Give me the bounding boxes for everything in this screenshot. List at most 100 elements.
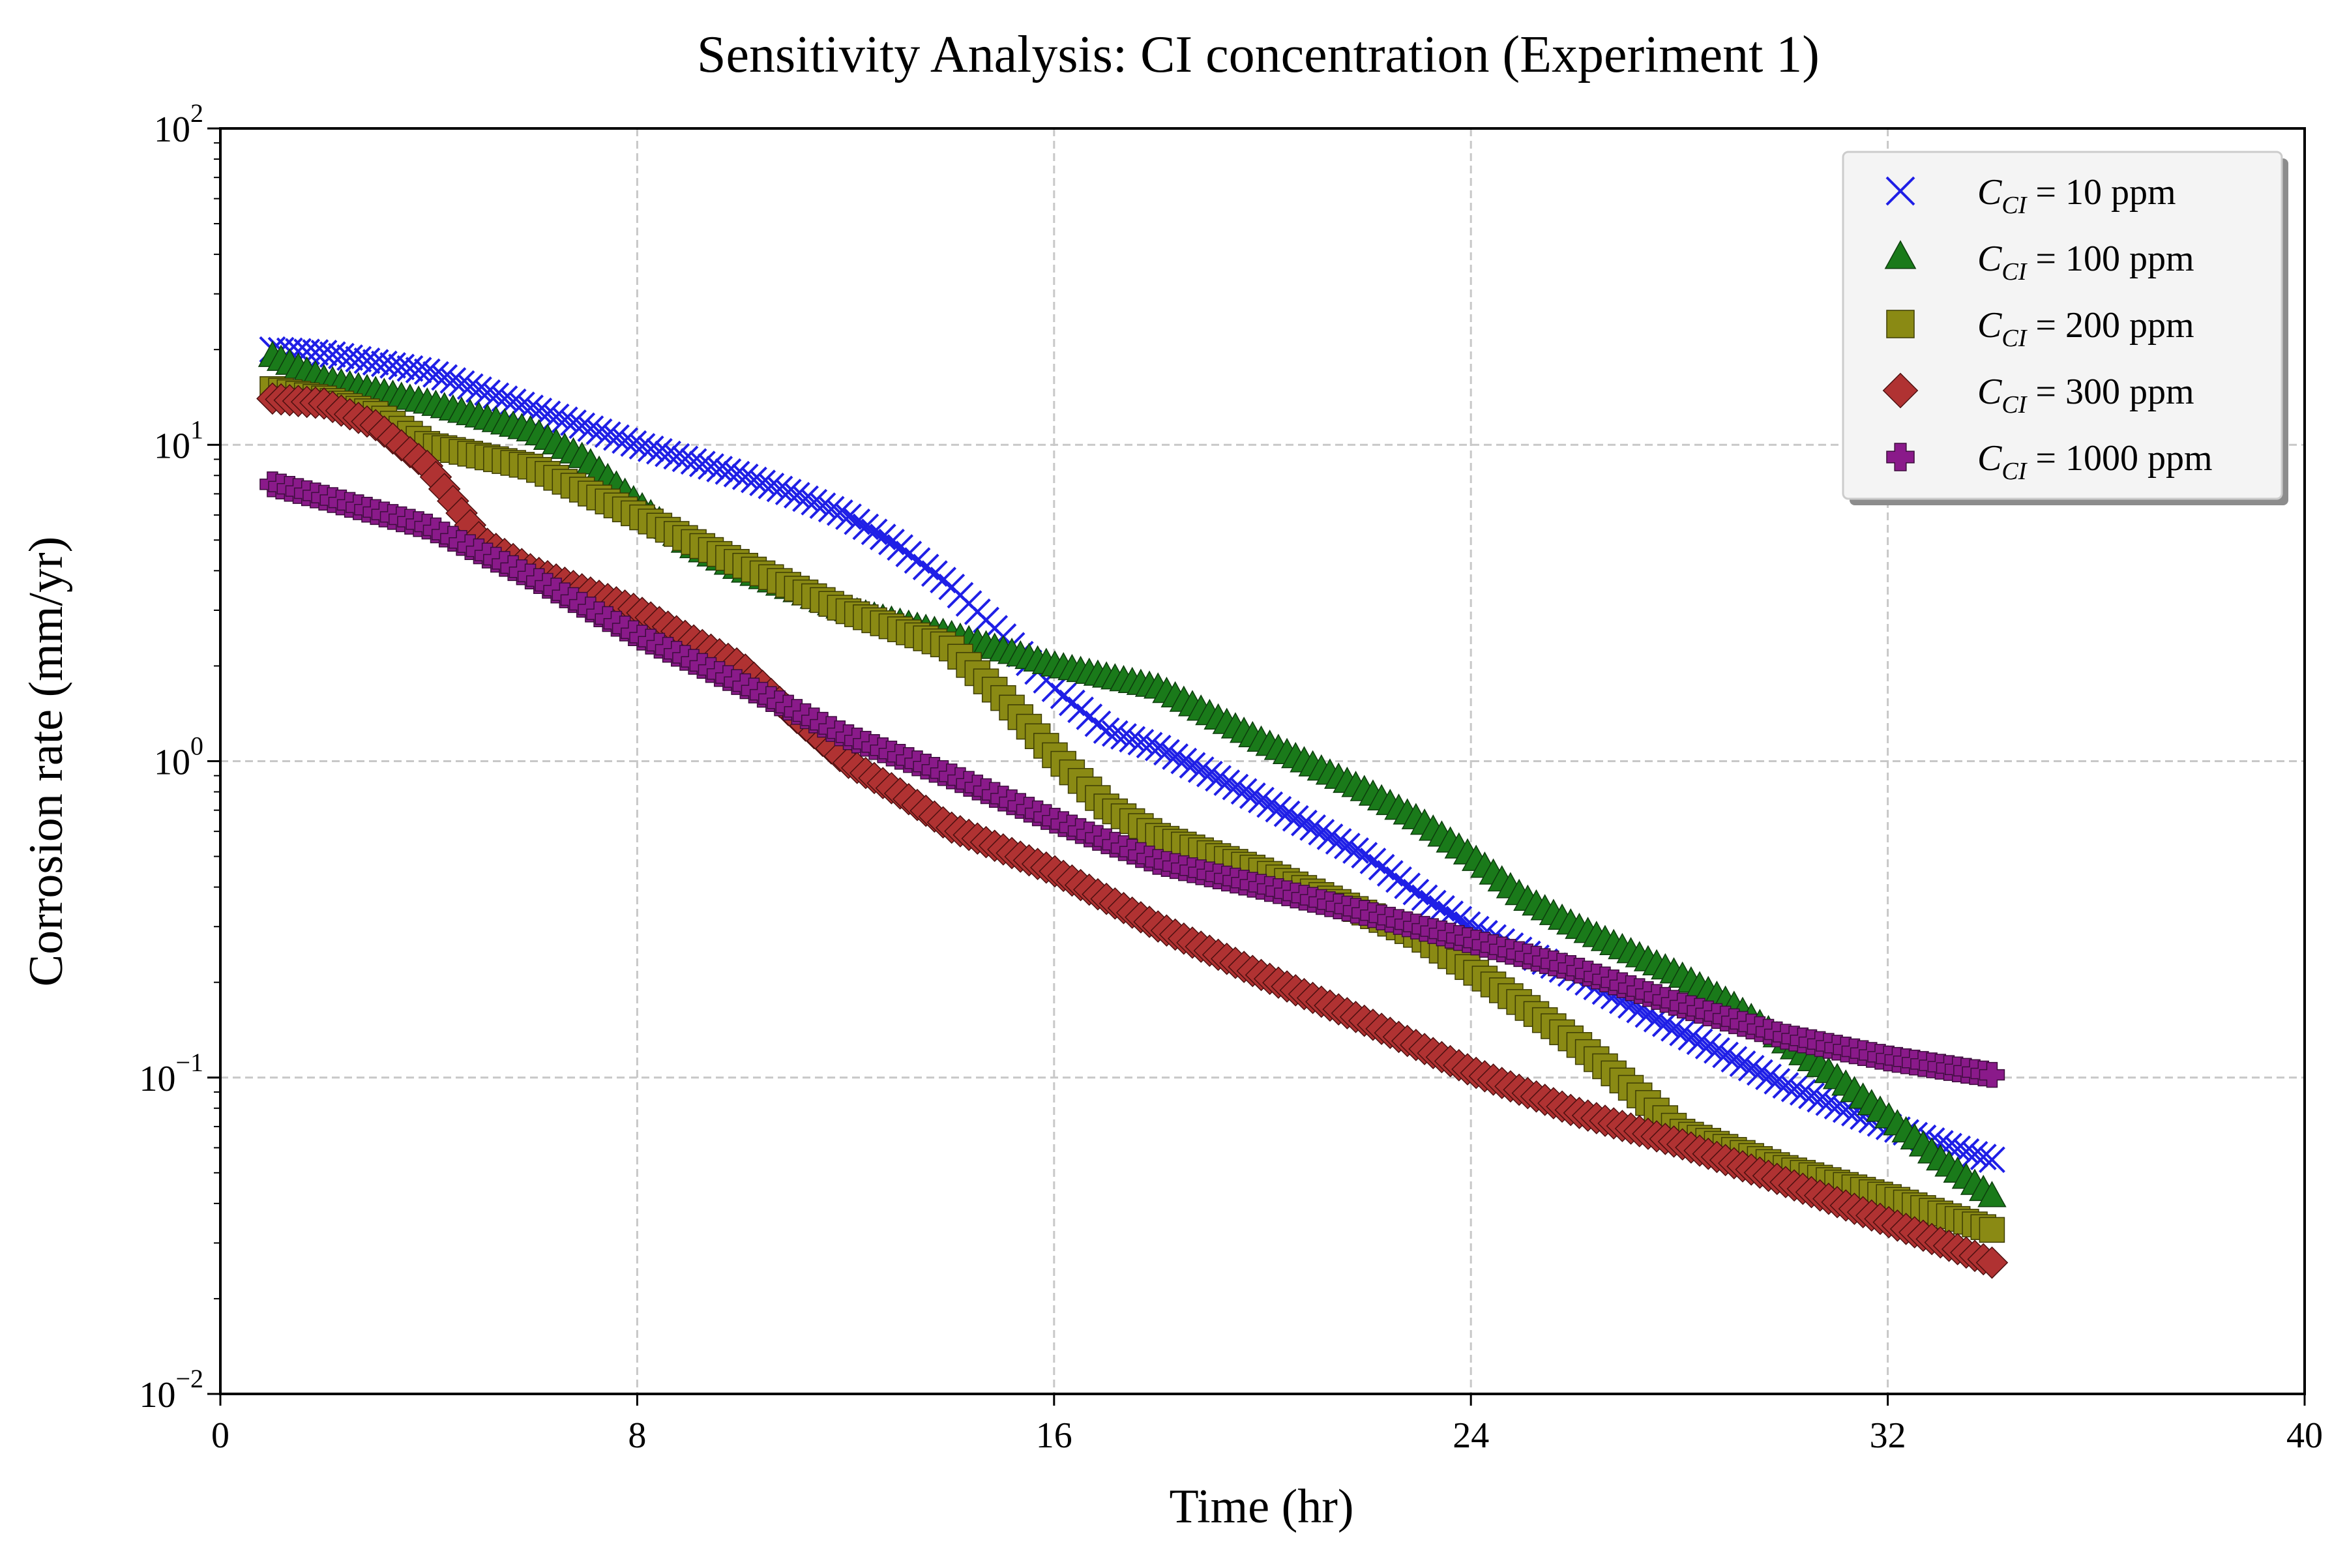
data-point (1411, 884, 1438, 911)
data-point (1661, 1014, 1687, 1042)
legend-label: CCI = 1000 ppm (1977, 438, 2213, 485)
data-point (1299, 814, 1327, 841)
data-point (826, 499, 853, 526)
data-point (1694, 1033, 1722, 1059)
x-tick-label: 16 (1036, 1415, 1072, 1456)
legend-entry: CCI = 10 ppm (1885, 172, 2176, 219)
data-point (577, 415, 604, 442)
data-point (1333, 833, 1361, 859)
data-point (741, 466, 767, 494)
data-point (852, 513, 879, 540)
legend-marker (1886, 443, 1915, 471)
axes-layer: 0 8 16 24 32 40 10−2 10−1 100 101 102 (139, 98, 2323, 1456)
chart-title: Sensitivity Analysis: CI concentration (… (697, 26, 1820, 83)
data-point (1737, 1054, 1765, 1082)
data-point (1798, 1082, 1825, 1110)
data-point (603, 424, 630, 451)
data-point (809, 492, 836, 520)
data-point (1230, 778, 1258, 805)
data-point (422, 361, 449, 388)
y-tick-label: 100 (154, 732, 203, 783)
data-point (1179, 752, 1206, 779)
data-point (388, 353, 415, 381)
legend-label: CCI = 100 ppm (1977, 239, 2194, 286)
data-point (1368, 853, 1395, 881)
data-point (1979, 1061, 2005, 1088)
data-point (1677, 1024, 1705, 1051)
data-layer (256, 336, 2009, 1279)
data-point (766, 475, 793, 503)
data-point (758, 472, 785, 499)
data-point (370, 350, 398, 377)
data-point (1712, 1041, 1739, 1069)
legend-label: CCI = 300 ppm (1977, 372, 2194, 419)
data-point (1419, 889, 1447, 917)
data-point (878, 528, 905, 555)
data-point (1170, 747, 1198, 775)
data-point (1704, 1037, 1730, 1064)
data-point (698, 453, 724, 480)
x-tick-label: 0 (211, 1415, 229, 1456)
data-point (628, 433, 656, 460)
legend-marker (1882, 372, 1919, 409)
data-point (1308, 818, 1335, 846)
data-point (1780, 1075, 1808, 1102)
data-point (431, 364, 458, 391)
data-point (413, 358, 441, 385)
series-1 (258, 340, 2007, 1207)
data-point (1325, 828, 1352, 855)
data-point (405, 357, 432, 384)
data-point (1248, 786, 1275, 814)
data-point (1979, 1146, 2005, 1174)
data-point (1376, 860, 1404, 887)
x-tick-label: 24 (1453, 1415, 1489, 1456)
data-point (585, 418, 613, 445)
legend-label: CCI = 200 ppm (1977, 305, 2194, 352)
data-point (396, 355, 424, 382)
data-point (1205, 765, 1232, 792)
data-point (1385, 866, 1412, 893)
data-point (482, 382, 510, 409)
legend-box (1842, 151, 2283, 500)
data-point (456, 373, 484, 400)
data-point (715, 458, 742, 485)
data-point (439, 367, 467, 394)
data-point (835, 503, 862, 530)
data-point (1402, 878, 1430, 906)
data-point (818, 496, 845, 523)
data-point (1101, 720, 1129, 747)
data-point (783, 482, 810, 509)
data-point (1119, 726, 1146, 753)
data-point (1669, 1019, 1696, 1046)
data-point (1977, 1181, 2007, 1207)
data-point (362, 349, 389, 376)
y-tick-label: 10−2 (139, 1364, 203, 1415)
legend-marker (1884, 240, 1917, 269)
data-point (379, 352, 406, 379)
data-point (680, 448, 707, 475)
data-point (655, 440, 681, 467)
data-point (1359, 848, 1387, 874)
x-tick-label: 40 (2286, 1415, 2323, 1456)
data-point (1265, 795, 1292, 823)
y-tick-label: 101 (154, 415, 203, 466)
data-point (1394, 872, 1421, 900)
y-tick-label: 10−1 (139, 1048, 203, 1099)
data-point (1144, 734, 1172, 762)
data-point (645, 437, 673, 465)
legend-entry: CCI = 300 ppm (1882, 372, 2194, 419)
data-point (1755, 1063, 1782, 1091)
data-point (1291, 809, 1318, 836)
x-tick-label: 32 (1870, 1415, 1906, 1456)
data-point (904, 547, 931, 574)
data-point (663, 443, 690, 470)
data-point (895, 540, 923, 568)
data-point (336, 344, 364, 371)
data-point (1187, 756, 1215, 783)
data-point (731, 463, 759, 490)
x-axis-label: Time (hr) (1170, 1480, 1354, 1533)
data-point (1153, 739, 1180, 766)
data-point (328, 342, 355, 370)
data-point (775, 479, 802, 506)
data-point (912, 554, 939, 581)
